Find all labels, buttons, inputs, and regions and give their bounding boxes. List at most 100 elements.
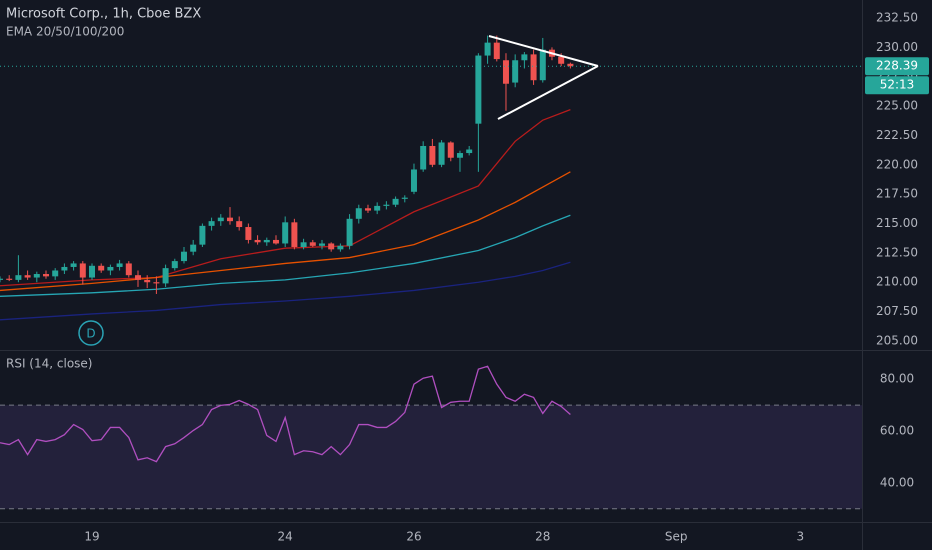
candle-body — [190, 244, 197, 252]
ema-line — [0, 261, 571, 321]
candle-body — [539, 49, 546, 81]
candle-body — [272, 239, 279, 244]
candle-body — [79, 263, 86, 278]
event-label[interactable]: D — [86, 327, 95, 341]
y-tick-label: 220.00 — [876, 157, 918, 171]
candle-body — [318, 243, 325, 246]
candle-body — [52, 270, 59, 277]
candle-body — [282, 222, 289, 244]
candle-body — [466, 149, 473, 154]
y-tick-label: 230.00 — [876, 40, 918, 54]
candle-body — [88, 265, 95, 278]
rsi-band-fill — [0, 405, 862, 509]
candle-body — [107, 266, 114, 271]
candle-body — [438, 142, 445, 165]
candle-body — [337, 245, 344, 250]
x-tick-label: 19 — [84, 530, 99, 544]
candle-body — [245, 227, 252, 240]
candle-body — [98, 265, 105, 271]
triangle-lower — [497, 65, 599, 120]
rsi-tick-label: 60.00 — [880, 424, 914, 438]
candle-body — [263, 239, 270, 243]
candle-body — [254, 239, 261, 243]
candle-body — [116, 263, 123, 267]
countdown-box — [865, 76, 929, 95]
candle-body — [374, 205, 381, 211]
ema-line — [0, 214, 571, 297]
triangle-upper — [488, 35, 599, 67]
candle-body — [134, 275, 141, 280]
candle-body — [171, 261, 178, 269]
candle-body — [383, 204, 390, 206]
candle-body — [521, 54, 528, 61]
y-tick-label: 222.50 — [876, 128, 918, 142]
y-tick-label: 217.50 — [876, 187, 918, 201]
candle-body — [429, 145, 436, 165]
candle-body — [33, 274, 40, 278]
event-marker[interactable] — [78, 320, 104, 346]
x-tick-label: 26 — [406, 530, 421, 544]
indicator-label: EMA 20/50/100/200 — [6, 25, 124, 39]
y-tick-label: 215.00 — [876, 216, 918, 230]
candle-body — [328, 243, 335, 250]
candle-body — [300, 242, 307, 247]
last-price-label: 228.39 — [876, 59, 918, 73]
candle-body — [199, 225, 206, 245]
candle-body — [530, 54, 537, 81]
candle-body — [226, 217, 233, 222]
candle-body — [70, 263, 77, 267]
y-tick-label: 232.50 — [876, 10, 918, 24]
y-tick-label: 210.00 — [876, 275, 918, 289]
candle-body — [447, 142, 454, 158]
ema-line — [0, 171, 571, 292]
rsi-tick-label: 80.00 — [880, 372, 914, 386]
countdown-label: 52:13 — [880, 78, 915, 92]
candle-body — [420, 145, 427, 170]
candle-body — [144, 279, 151, 283]
candle-body — [24, 275, 31, 278]
candle-body — [6, 278, 13, 280]
candle-body — [456, 153, 463, 158]
candle-body — [484, 42, 491, 56]
candle-body — [125, 263, 132, 276]
candle-body — [208, 221, 215, 226]
y-tick-label: 225.00 — [876, 99, 918, 113]
candle-body — [512, 60, 519, 83]
candle-body — [392, 198, 399, 205]
candle-body — [567, 63, 574, 67]
rsi-line — [0, 365, 571, 463]
candle-body — [401, 197, 408, 199]
y-tick-label: 207.50 — [876, 304, 918, 318]
rsi-tick-label: 40.00 — [880, 475, 914, 489]
candle-body — [475, 55, 482, 124]
y-tick-label: 212.50 — [876, 245, 918, 259]
chart-title: Microsoft Corp., 1h, Cboe BZX — [6, 7, 201, 22]
candle-body — [346, 218, 353, 246]
candle-body — [15, 275, 22, 280]
x-tick-label: Sep — [665, 530, 688, 544]
plot-layer — [0, 35, 862, 510]
candle-body — [162, 268, 169, 284]
candle-body — [42, 274, 49, 277]
x-tick-label: 24 — [278, 530, 293, 544]
y-tick-label: 205.00 — [876, 333, 918, 347]
candle-body — [558, 56, 565, 64]
x-tick-label: 3 — [797, 530, 805, 544]
candle-body — [355, 208, 362, 219]
candle-body — [0, 278, 3, 280]
x-tick-label: 28 — [535, 530, 550, 544]
candle-body — [236, 221, 243, 228]
candle-body — [217, 217, 224, 222]
candle-body — [180, 251, 187, 262]
candle-body — [493, 42, 500, 60]
candle-body — [309, 242, 316, 246]
candle-body — [61, 266, 68, 271]
candle-body — [291, 222, 298, 247]
candle-body — [410, 169, 417, 192]
candle-body — [502, 60, 509, 84]
candle-body — [364, 208, 371, 211]
last-price-box — [865, 57, 929, 76]
